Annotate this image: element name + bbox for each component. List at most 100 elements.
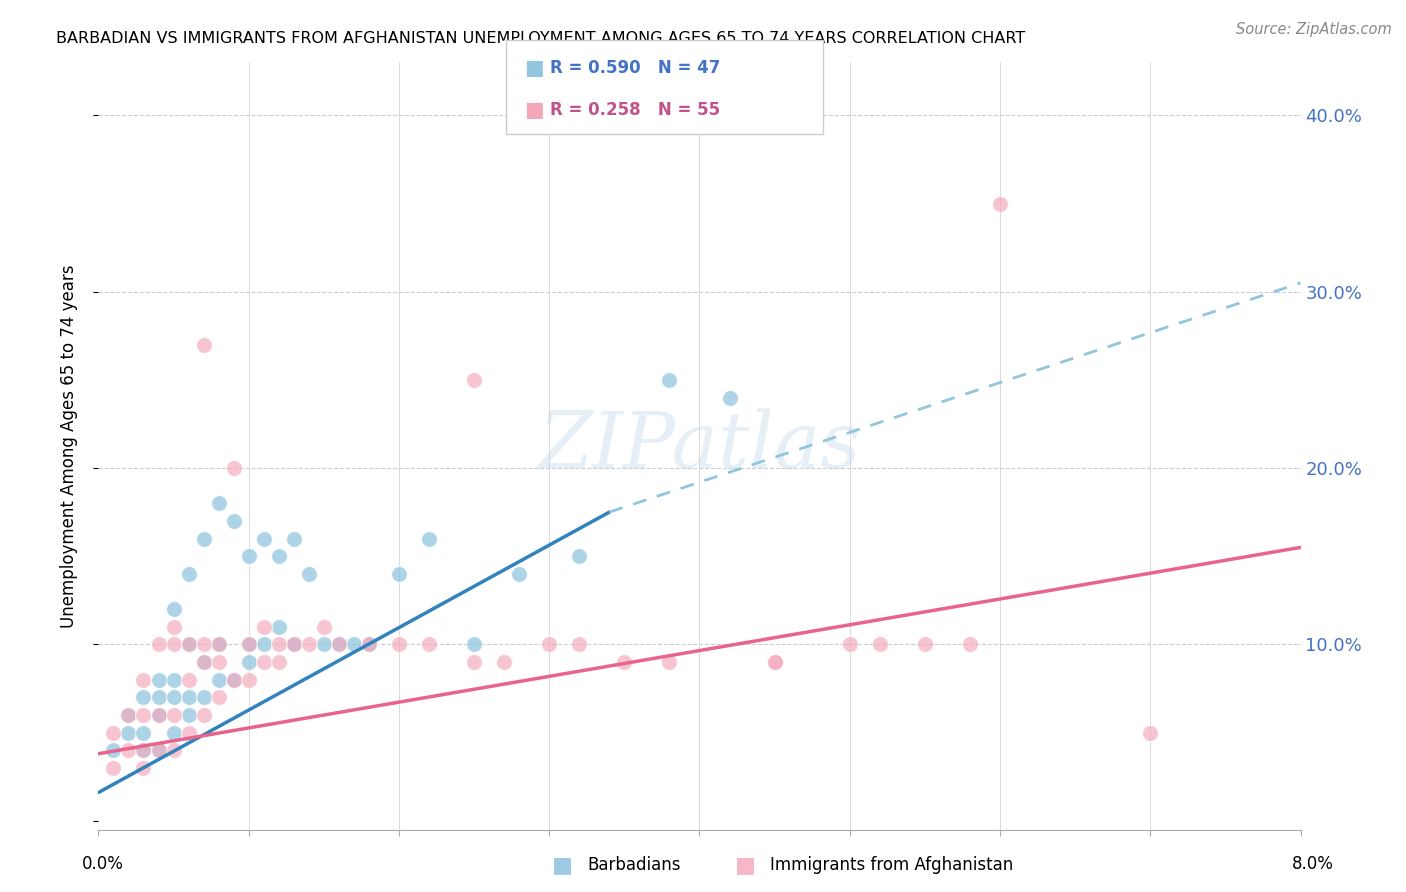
Point (267, 637, 290, 651)
Point (267, 549, 290, 564)
Text: 8.0%: 8.0% (1292, 855, 1334, 872)
Point (238, 549, 260, 564)
Point (162, 637, 184, 651)
Point (238, 655, 260, 669)
Point (253, 532, 276, 546)
Point (568, 549, 591, 564)
Point (253, 637, 276, 651)
Point (253, 655, 276, 669)
Point (162, 602, 184, 616)
Point (253, 620, 276, 634)
Point (132, 725, 155, 739)
Text: BARBADIAN VS IMMIGRANTS FROM AFGHANISTAN UNEMPLOYMENT AMONG AGES 65 TO 74 YEARS : BARBADIAN VS IMMIGRANTS FROM AFGHANISTAN… (56, 31, 1025, 46)
Point (148, 707, 170, 722)
Point (162, 690, 184, 705)
Point (538, 637, 561, 651)
Point (177, 637, 200, 651)
Point (328, 637, 350, 651)
Point (418, 637, 440, 651)
Text: ■: ■ (524, 100, 544, 120)
Text: 0.0%: 0.0% (82, 855, 124, 872)
Point (193, 690, 215, 705)
Point (298, 566, 321, 581)
Point (103, 761, 125, 775)
Point (914, 637, 936, 651)
Point (869, 637, 891, 651)
Point (238, 673, 260, 687)
Point (418, 532, 440, 546)
Point (193, 707, 215, 722)
Point (162, 673, 184, 687)
Point (132, 707, 155, 722)
Point (238, 637, 260, 651)
Point (283, 637, 305, 651)
Point (132, 743, 155, 757)
Point (283, 637, 305, 651)
Point (177, 725, 200, 739)
Point (177, 707, 200, 722)
Point (148, 637, 170, 651)
Text: Barbadians: Barbadians (588, 856, 682, 874)
Point (148, 673, 170, 687)
Point (238, 637, 260, 651)
Point (568, 637, 591, 651)
Point (763, 655, 786, 669)
Point (222, 673, 245, 687)
Point (267, 620, 290, 634)
Point (312, 620, 335, 634)
Point (1139, 725, 1161, 739)
Text: ■: ■ (735, 855, 755, 875)
Point (763, 655, 786, 669)
Text: R = 0.590   N = 47: R = 0.590 N = 47 (550, 59, 720, 77)
Point (613, 655, 636, 669)
Point (222, 514, 245, 528)
Point (103, 725, 125, 739)
Point (222, 461, 245, 475)
Point (162, 725, 184, 739)
Point (148, 743, 170, 757)
Point (658, 373, 681, 387)
Point (193, 655, 215, 669)
Point (357, 637, 380, 651)
Point (508, 566, 530, 581)
Point (162, 707, 184, 722)
Point (132, 743, 155, 757)
Point (103, 743, 125, 757)
Point (148, 707, 170, 722)
Point (463, 655, 485, 669)
Point (162, 743, 184, 757)
Text: Source: ZipAtlas.com: Source: ZipAtlas.com (1236, 22, 1392, 37)
Point (193, 532, 215, 546)
Point (463, 373, 485, 387)
Point (193, 655, 215, 669)
Point (494, 655, 516, 669)
Point (959, 637, 981, 651)
Point (117, 707, 139, 722)
Point (357, 637, 380, 651)
Point (328, 637, 350, 651)
Point (208, 673, 231, 687)
Point (298, 637, 321, 651)
Point (388, 637, 411, 651)
Text: R = 0.258   N = 55: R = 0.258 N = 55 (550, 101, 720, 119)
Point (177, 673, 200, 687)
Point (388, 566, 411, 581)
Point (193, 637, 215, 651)
Point (117, 743, 139, 757)
Point (283, 532, 305, 546)
Point (463, 637, 485, 651)
Point (312, 637, 335, 651)
Point (132, 673, 155, 687)
Point (267, 655, 290, 669)
Point (177, 566, 200, 581)
Point (838, 637, 860, 651)
Point (988, 196, 1011, 211)
Point (193, 337, 215, 351)
Point (208, 637, 231, 651)
Text: ■: ■ (553, 855, 572, 875)
Point (718, 391, 741, 405)
Point (148, 743, 170, 757)
Text: ZIPatlas: ZIPatlas (538, 408, 860, 484)
Point (343, 637, 366, 651)
Text: Immigrants from Afghanistan: Immigrants from Afghanistan (770, 856, 1014, 874)
